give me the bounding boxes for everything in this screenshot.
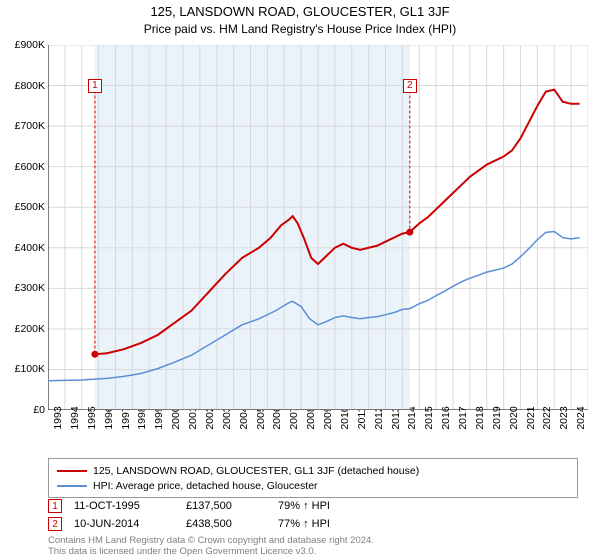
y-tick-label: £800K xyxy=(15,80,45,92)
sale-date: 11-OCT-1995 xyxy=(74,500,174,512)
y-tick-label: £0 xyxy=(33,404,45,416)
chart-container: 125, LANSDOWN ROAD, GLOUCESTER, GL1 3JF … xyxy=(0,0,600,560)
y-tick-label: £400K xyxy=(15,242,45,254)
chart-title: 125, LANSDOWN ROAD, GLOUCESTER, GL1 3JF xyxy=(0,0,600,19)
sale-row: 1 11-OCT-1995 £137,500 79% ↑ HPI xyxy=(48,497,378,515)
y-tick-label: £300K xyxy=(15,282,45,294)
legend-item: 125, LANSDOWN ROAD, GLOUCESTER, GL1 3JF … xyxy=(57,463,569,478)
legend-swatch xyxy=(57,470,87,472)
legend-label: HPI: Average price, detached house, Glou… xyxy=(93,480,318,492)
footnote-line: Contains HM Land Registry data © Crown c… xyxy=(48,535,374,546)
sale-marker-icon: 2 xyxy=(48,517,62,531)
plot-area xyxy=(48,45,588,410)
sale-pct: 77% ↑ HPI xyxy=(278,518,378,530)
sale-price: £137,500 xyxy=(186,500,266,512)
chart-svg xyxy=(48,45,588,410)
legend-item: HPI: Average price, detached house, Glou… xyxy=(57,478,569,493)
y-tick-label: £200K xyxy=(15,323,45,335)
sale-marker-icon: 1 xyxy=(48,499,62,513)
sales-table: 1 11-OCT-1995 £137,500 79% ↑ HPI 2 10-JU… xyxy=(48,497,378,533)
sale-row: 2 10-JUN-2014 £438,500 77% ↑ HPI xyxy=(48,515,378,533)
y-tick-label: £900K xyxy=(15,39,45,51)
sale-pct: 79% ↑ HPI xyxy=(278,500,378,512)
sale-price: £438,500 xyxy=(186,518,266,530)
sale-marker-box: 1 xyxy=(88,79,102,93)
y-tick-label: £700K xyxy=(15,120,45,132)
footnote: Contains HM Land Registry data © Crown c… xyxy=(48,535,374,558)
legend-swatch xyxy=(57,485,87,487)
footnote-line: This data is licensed under the Open Gov… xyxy=(48,546,374,557)
sale-marker-box: 2 xyxy=(403,79,417,93)
chart-subtitle: Price paid vs. HM Land Registry's House … xyxy=(0,19,600,36)
x-tick-label: 2011 xyxy=(356,407,368,430)
sale-date: 10-JUN-2014 xyxy=(74,518,174,530)
y-tick-label: £600K xyxy=(15,161,45,173)
legend-label: 125, LANSDOWN ROAD, GLOUCESTER, GL1 3JF … xyxy=(93,465,419,477)
y-tick-label: £100K xyxy=(15,363,45,375)
y-tick-label: £500K xyxy=(15,201,45,213)
legend: 125, LANSDOWN ROAD, GLOUCESTER, GL1 3JF … xyxy=(48,458,578,498)
